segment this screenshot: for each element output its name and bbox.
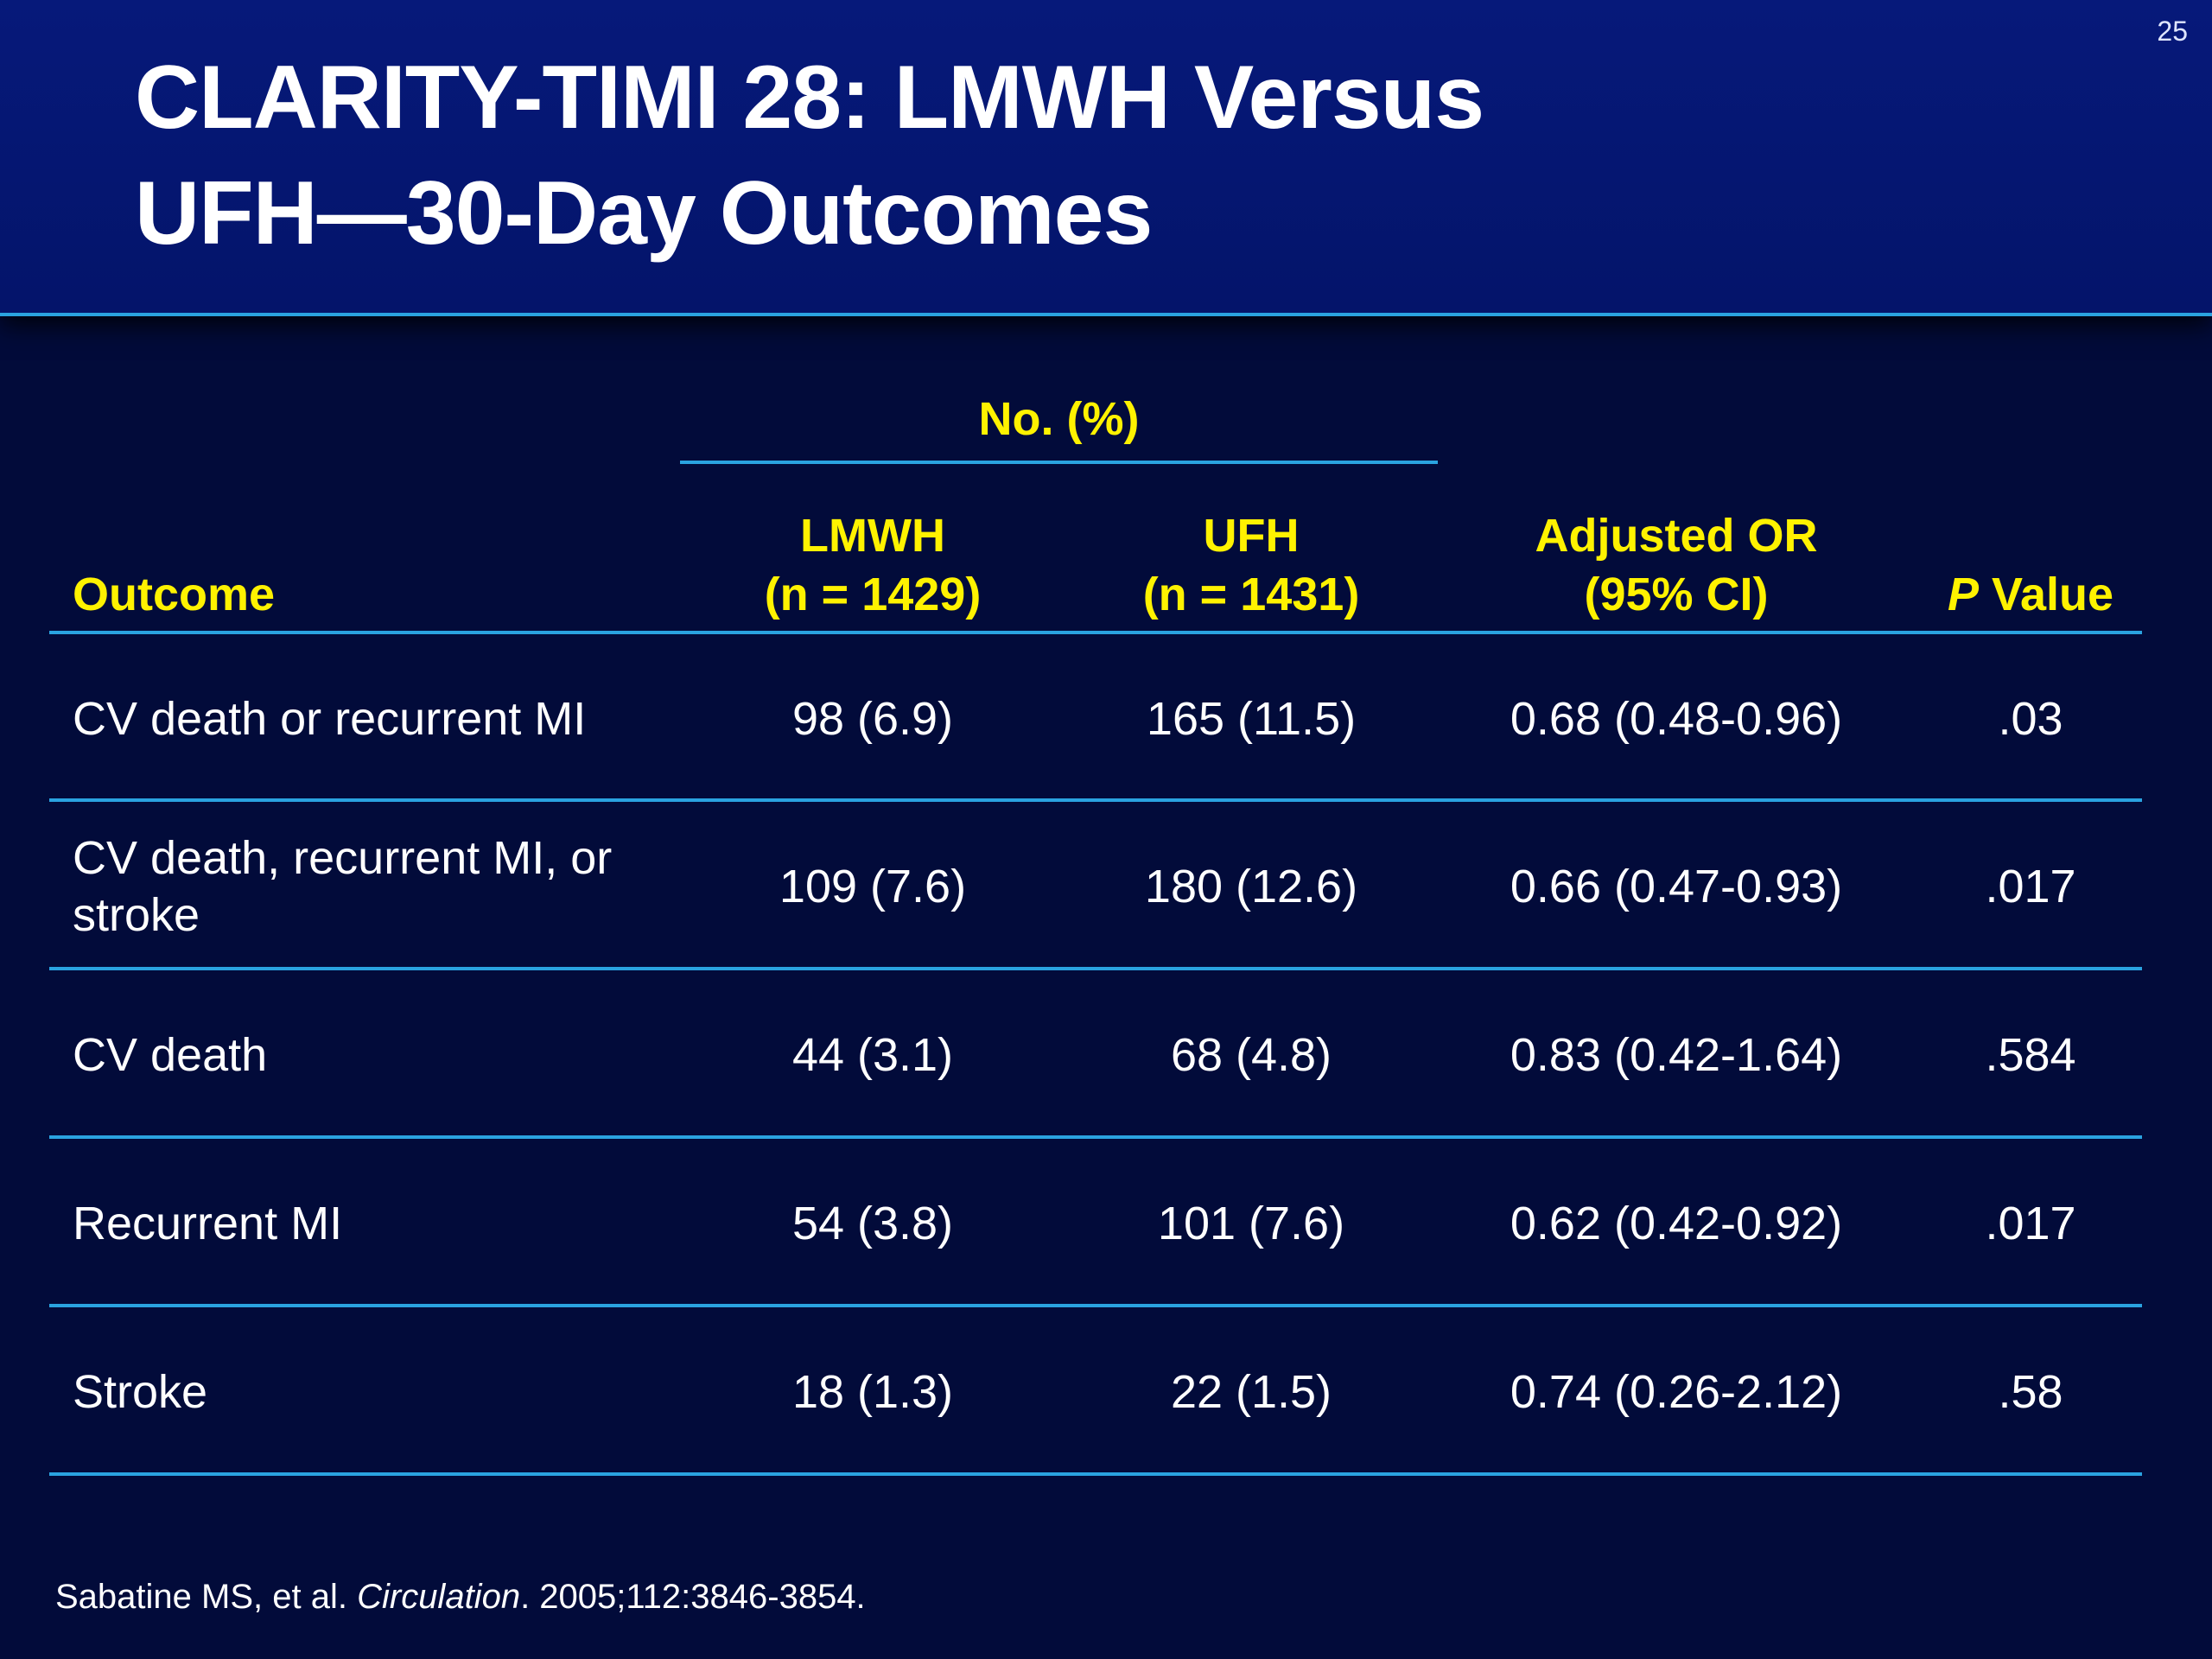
title-line-1: CLARITY-TIMI 28: LMWH Versus: [135, 48, 1484, 148]
table-row: Stroke 18 (1.3) 22 (1.5) 0.74 (0.26-2.12…: [0, 1310, 2212, 1474]
column-header-or-line2: (95% CI): [1584, 569, 1769, 620]
table-row: Recurrent MI 54 (3.8) 101 (7.6) 0.62 (0.…: [0, 1141, 2212, 1306]
cell-adjusted-or: 0.83 (0.42-1.64): [1510, 1029, 1843, 1081]
cell-outcome: CV death: [73, 1029, 268, 1081]
table-header-rule: [49, 631, 2142, 634]
cell-adjusted-or: 0.62 (0.42-0.92): [1510, 1198, 1843, 1249]
cell-p-value: .017: [1985, 1198, 2076, 1249]
cell-lmwh: 54 (3.8): [791, 1198, 954, 1249]
cell-lmwh: 98 (6.9): [791, 693, 954, 745]
column-header-p-value: P Value: [1901, 565, 2160, 624]
citation-journal: Circulation: [357, 1578, 521, 1616]
cell-p-value: .03: [1998, 693, 2063, 745]
p-italic: P: [1947, 569, 1979, 620]
cell-adjusted-or: 0.68 (0.48-0.96): [1510, 693, 1843, 745]
table-row: CV death, recurrent MI, or stroke 109 (7…: [0, 804, 2212, 969]
column-header-ufh: UFH (n = 1431): [1096, 506, 1407, 624]
cell-ufh: 101 (7.6): [1157, 1198, 1345, 1249]
citation: Sabatine MS, et al. Circulation. 2005;11…: [55, 1578, 866, 1617]
cell-adjusted-or: 0.74 (0.26-2.12): [1510, 1366, 1843, 1418]
cell-lmwh: 109 (7.6): [779, 861, 967, 912]
slide-number: 25: [2157, 16, 2188, 47]
title-band: 25 CLARITY-TIMI 28: LMWH Versus UFH—30-D…: [0, 0, 2212, 316]
column-header-outcome: Outcome: [73, 565, 275, 624]
citation-details: . 2005;112:3846-3854.: [520, 1578, 866, 1616]
cell-ufh: 22 (1.5): [1170, 1366, 1332, 1418]
title-line-2: UFH—30-Day Outcomes: [135, 163, 1153, 264]
row-divider: [49, 1135, 2142, 1139]
cell-outcome: Recurrent MI: [73, 1198, 343, 1249]
slide-title: CLARITY-TIMI 28: LMWH Versus UFH—30-Day …: [135, 40, 1484, 271]
column-header-outcome-label: Outcome: [73, 569, 276, 620]
column-header-ufh-line1: UFH: [1203, 510, 1300, 562]
table-bottom-rule: [49, 1472, 2142, 1476]
cell-adjusted-or: 0.66 (0.47-0.93): [1510, 861, 1843, 912]
column-header-or-line1: Adjusted OR: [1535, 510, 1818, 562]
cell-outcome: Stroke: [73, 1366, 208, 1418]
p-rest: Value: [1978, 569, 2114, 620]
cell-p-value: .584: [1985, 1029, 2076, 1081]
cell-outcome: CV death or recurrent MI: [73, 693, 587, 745]
cell-lmwh: 44 (3.1): [791, 1029, 954, 1081]
row-divider: [49, 967, 2142, 970]
column-header-lmwh-line1: LMWH: [800, 510, 945, 562]
group-header-underline: [680, 461, 1438, 464]
column-header-p-label: P Value: [1901, 565, 2160, 624]
row-divider: [49, 1304, 2142, 1307]
cell-p-value: .017: [1985, 861, 2076, 912]
cell-ufh: 180 (12.6): [1144, 861, 1358, 912]
cell-ufh: 68 (4.8): [1170, 1029, 1332, 1081]
table-row: CV death 44 (3.1) 68 (4.8) 0.83 (0.42-1.…: [0, 973, 2212, 1137]
column-header-adjusted-or: Adjusted OR (95% CI): [1469, 506, 1884, 624]
row-divider: [49, 798, 2142, 802]
cell-outcome: CV death, recurrent MI, or stroke: [73, 832, 613, 941]
column-header-ufh-line2: (n = 1431): [1142, 569, 1360, 620]
citation-authors: Sabatine MS, et al.: [55, 1578, 358, 1616]
cell-ufh: 165 (11.5): [1146, 693, 1357, 745]
cell-p-value: .58: [1998, 1366, 2063, 1418]
group-header-no-pct: No. (%): [978, 393, 1140, 445]
column-header-lmwh-line2: (n = 1429): [764, 569, 982, 620]
cell-lmwh: 18 (1.3): [791, 1366, 954, 1418]
table-row: CV death or recurrent MI 98 (6.9) 165 (1…: [0, 637, 2212, 801]
column-header-lmwh: LMWH (n = 1429): [717, 506, 1028, 624]
